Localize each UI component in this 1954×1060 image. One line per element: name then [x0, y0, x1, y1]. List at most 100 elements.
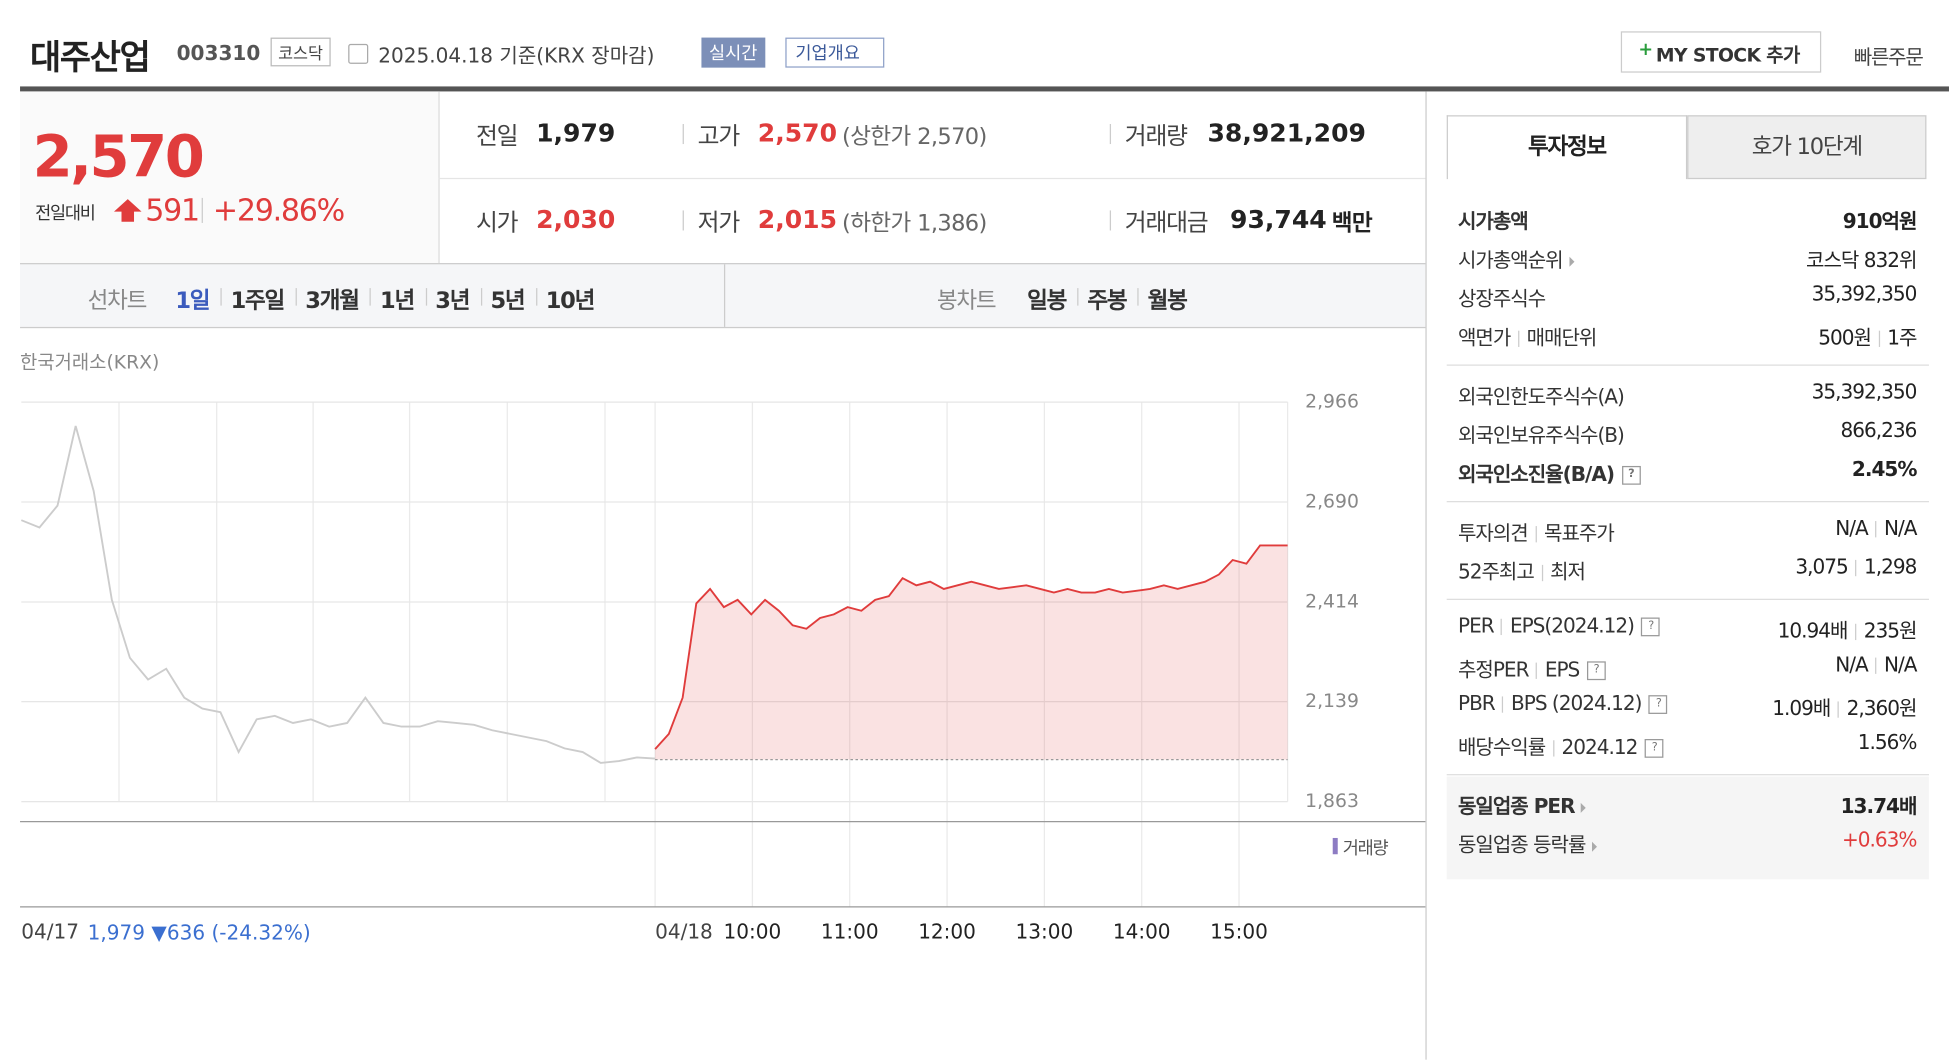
value-part: 10.94배: [1777, 618, 1849, 643]
price-area: [655, 545, 1288, 760]
tab[interactable]: 주봉: [1087, 288, 1127, 315]
realtime-badge[interactable]: 실시간: [701, 37, 765, 68]
help-icon[interactable]: ?: [1641, 617, 1661, 637]
help-icon[interactable]: ?: [1648, 695, 1668, 714]
side-tab[interactable]: 호가 10단계: [1687, 115, 1927, 180]
help-icon[interactable]: ?: [1621, 465, 1641, 485]
value-part: 500원: [1818, 325, 1872, 350]
header-rule: [20, 86, 1949, 92]
info-row[interactable]: 동일업종 PER 13.74배: [1457, 789, 1917, 819]
value-part: N/A: [1883, 516, 1917, 540]
x-tick-label: 11:00: [821, 920, 879, 944]
x-tick-label: 15:00: [1210, 920, 1268, 944]
tab[interactable]: 1일: [175, 288, 210, 315]
row-value: 1.56%: [1858, 730, 1918, 754]
quote-value: 2,570: [757, 117, 838, 148]
label-part: 외국인보유주식수(B): [1457, 423, 1625, 448]
panel-divider: [1425, 91, 1427, 1060]
link-arrow[interactable]: [1568, 256, 1574, 267]
tab[interactable]: 3년: [435, 288, 470, 315]
row-label: 투자의견 목표주가: [1458, 516, 1615, 546]
label-part: 동일업종 등락률: [1457, 832, 1586, 857]
info-row[interactable]: 동일업종 등락률 +0.63%: [1457, 827, 1917, 858]
tab[interactable]: 10년: [545, 288, 596, 315]
row-label: 시가총액순위: [1458, 243, 1574, 273]
tab[interactable]: 3개월: [305, 288, 360, 315]
value-part: 1주: [1887, 325, 1917, 350]
quote-sep: [682, 124, 684, 145]
value-part: +0.63%: [1841, 827, 1917, 852]
value-part: 35,392,350: [1811, 281, 1918, 306]
side-tab[interactable]: 투자정보: [1446, 115, 1688, 180]
y-tick-label: 1,863: [1305, 791, 1359, 812]
quote-value: 38,921,209: [1207, 117, 1366, 148]
tab[interactable]: 1주일: [230, 288, 286, 315]
stock-code: 003310: [176, 41, 261, 66]
tab-sep: [295, 288, 297, 306]
prev-note: 1,979 ▼636 (-24.32%): [87, 920, 311, 945]
row-value: N/A N/A: [1835, 516, 1917, 540]
quote-label: 저가: [697, 209, 741, 237]
quote-sub: (하한가 1,386): [842, 210, 987, 237]
value-part: N/A: [1835, 652, 1868, 677]
info-row: 액면가 매매단위 500원 1주: [1458, 321, 1917, 351]
link-arrow[interactable]: [1591, 841, 1597, 852]
section-rule: [1446, 364, 1929, 366]
x-tick-label: 12:00: [918, 920, 976, 944]
row-label: 외국인한도주식수(A): [1458, 380, 1625, 410]
calendar-icon: [348, 43, 369, 64]
tab-sep: [425, 288, 427, 306]
info-row: 외국인소진율(B/A)? 2.45%: [1457, 457, 1918, 487]
value-part: 2,360원: [1846, 696, 1918, 721]
link-arrow[interactable]: [1580, 802, 1586, 813]
info-row[interactable]: 시가총액순위 코스닥 832위: [1458, 243, 1917, 273]
change-value: 591: [145, 192, 200, 228]
tab[interactable]: 일봉: [1027, 288, 1067, 315]
label-part: 매매단위: [1526, 325, 1598, 350]
row-value: 2.45%: [1852, 457, 1918, 481]
tab[interactable]: 5년: [490, 288, 525, 315]
x-tick-label: 14:00: [1113, 920, 1171, 944]
tab-divider: [723, 264, 726, 327]
mystock-button[interactable]: [1620, 31, 1822, 73]
label-part: 추정PER: [1457, 657, 1530, 682]
quote-label: 전일: [475, 122, 519, 151]
tab[interactable]: 월봉: [1147, 288, 1188, 315]
label-part: 시가총액: [1457, 209, 1529, 233]
tab-sep: [1137, 288, 1139, 306]
info-row: 투자의견 목표주가 N/A N/A: [1458, 516, 1917, 546]
row-value: N/A N/A: [1835, 652, 1917, 677]
y-tick-label: 2,690: [1305, 492, 1359, 513]
quote-sep: [682, 210, 684, 231]
info-row: 시가총액 910억원: [1457, 204, 1917, 234]
label-part: 외국인소진율(B/A): [1457, 462, 1615, 486]
value-part: 866,236: [1840, 418, 1918, 443]
tab[interactable]: 1년: [380, 288, 415, 315]
overview-button[interactable]: 기업개요: [785, 37, 884, 68]
quote-divider: [438, 177, 1426, 180]
section-rule: [1446, 501, 1929, 503]
quick-order[interactable]: 빠른주문: [1853, 45, 1924, 69]
info-row: 배당수익률 2024.12? 1.56%: [1457, 730, 1918, 760]
info-row: 추정PER EPS? N/A N/A: [1457, 652, 1917, 683]
label-part: 최저: [1550, 559, 1586, 584]
label-part: 동일업종 PER: [1457, 794, 1576, 818]
tab-sep: [535, 288, 537, 306]
section-rule: [1446, 598, 1929, 600]
info-row: 상장주식수 35,392,350: [1458, 281, 1918, 312]
value-part: 코스닥 832위: [1806, 248, 1917, 272]
help-icon[interactable]: ?: [1644, 739, 1664, 758]
change-label: 전일대비: [35, 204, 96, 225]
quote-label: 고가: [697, 122, 741, 151]
help-icon[interactable]: ?: [1586, 661, 1606, 681]
price-line: [654, 544, 1288, 750]
current-price: 2,570: [32, 122, 205, 191]
quote-label: 시가: [475, 209, 519, 237]
row-value: 500원 1주: [1818, 321, 1917, 351]
up-arrow: [113, 199, 142, 222]
quote-sub: 백만: [1331, 210, 1373, 237]
label-part: 배당수익률: [1457, 735, 1546, 760]
quote-label: 거래대금: [1124, 209, 1209, 237]
